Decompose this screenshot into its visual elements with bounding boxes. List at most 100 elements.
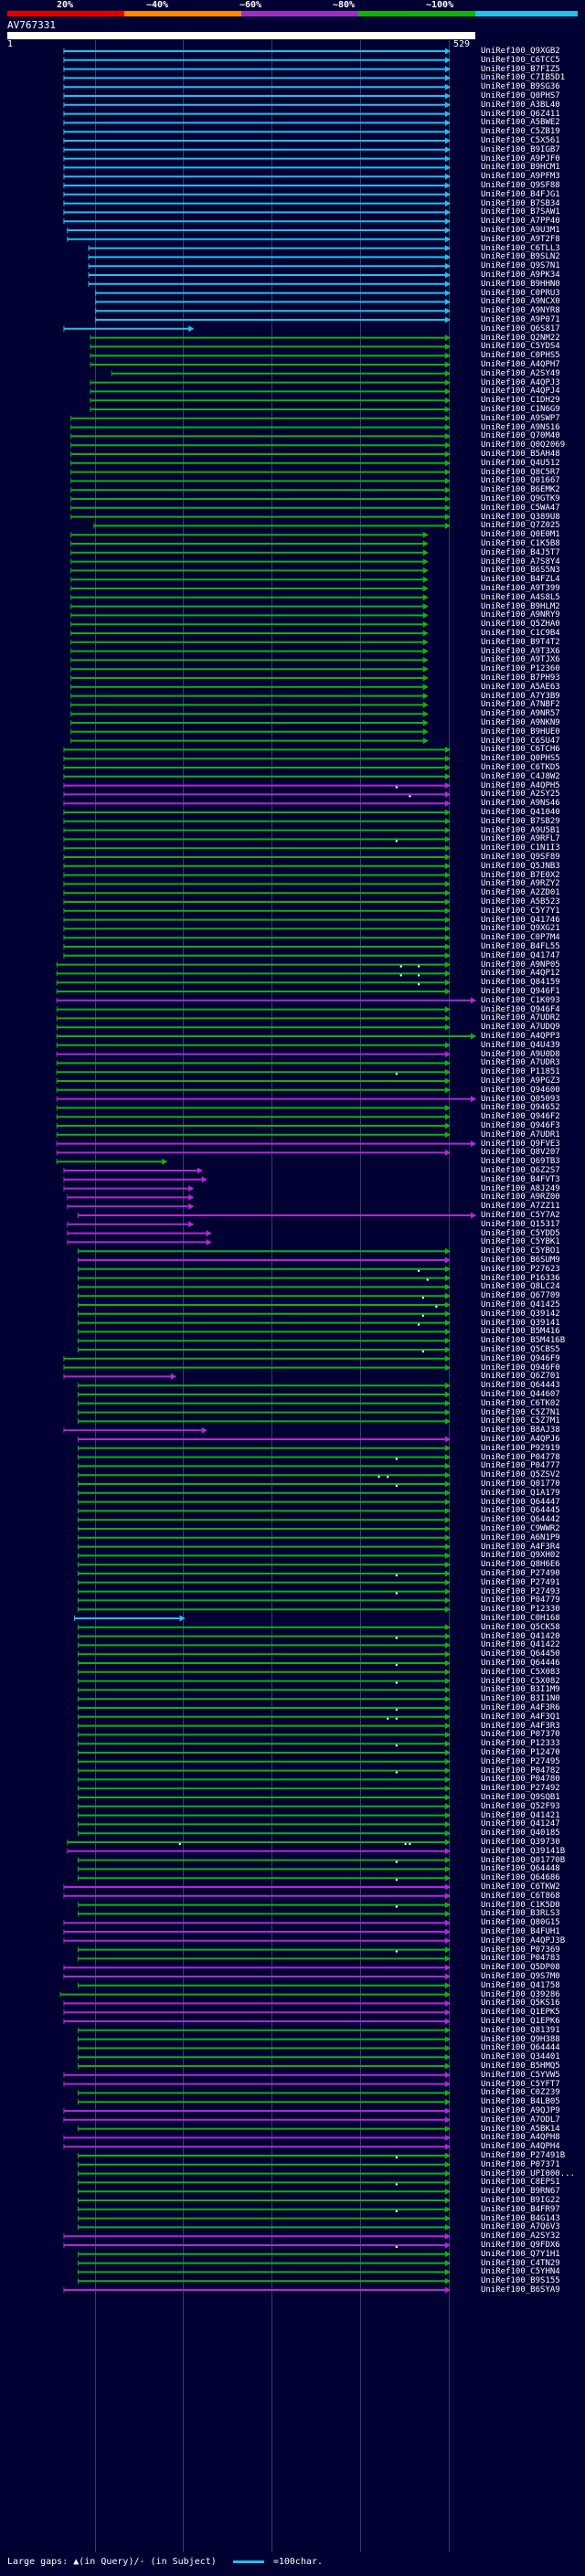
hit-label[interactable]: UniRef100_B9IGB7 [481,144,560,154]
hit-34[interactable] [90,352,451,359]
hit-label[interactable]: UniRef100_A5BK14 [481,2124,560,2134]
hit-62[interactable] [70,603,429,610]
hit-60[interactable] [70,585,429,592]
hit-20[interactable] [67,227,451,234]
hit-172[interactable] [77,1588,451,1595]
hit-23[interactable] [88,253,451,260]
hit-186[interactable] [77,1713,451,1721]
hit-115[interactable] [56,1077,451,1085]
hit-76[interactable] [70,728,429,736]
hit-label[interactable]: UniRef100_A9NS16 [481,422,560,432]
hit-221[interactable] [77,2027,451,2034]
hit-label[interactable]: UniRef100_C6T868 [481,1891,560,1901]
hit-label[interactable]: UniRef100_Q41420 [481,1631,560,1641]
hit-label[interactable]: UniRef100_Q05093 [481,1094,560,1104]
hit-label[interactable]: UniRef100_B5M416 [481,1327,560,1337]
hit-label[interactable]: UniRef100_B4FL55 [481,942,560,951]
hit-label[interactable]: UniRef100_Q9S7M0 [481,1972,560,1981]
hit-label[interactable]: UniRef100_A3BL40 [481,100,560,110]
hit-label[interactable]: UniRef100_C6TLL3 [481,243,560,253]
hit-33[interactable] [90,343,451,350]
hit-5[interactable] [63,92,451,100]
hit-label[interactable]: UniRef100_Q64448 [481,1864,560,1874]
hit-label[interactable]: UniRef100_Q01667 [481,476,560,486]
hit-label[interactable]: UniRef100_P12330 [481,1605,560,1615]
hit-156[interactable] [77,1445,451,1452]
hit-124[interactable] [56,1158,168,1165]
hit-46[interactable] [70,460,451,467]
hit-197[interactable] [77,1812,451,1819]
hit-53[interactable] [93,522,451,529]
hit-153[interactable] [77,1417,451,1425]
hit-label[interactable]: UniRef100_A9NRY9 [481,610,560,620]
hit-label[interactable]: UniRef100_A4QP12 [481,969,560,979]
hit-196[interactable] [77,1803,451,1810]
hit-175[interactable] [74,1615,186,1622]
hit-label[interactable]: UniRef100_B9T4T2 [481,637,560,647]
hit-label[interactable]: UniRef100_Q64444 [481,2043,560,2053]
hit-label[interactable]: UniRef100_C1K5D0 [481,1900,560,1910]
hit-label[interactable]: UniRef100_Q7Y1H1 [481,2249,560,2259]
hit-107[interactable] [56,1006,451,1013]
hit-label[interactable]: UniRef100_C1K5B8 [481,539,560,548]
hit-label[interactable]: UniRef100_P11851 [481,1067,560,1077]
hit-label[interactable]: UniRef100_B9HHN0 [481,279,560,289]
hit-88[interactable] [63,835,451,843]
hit-43[interactable] [70,432,451,440]
hit-202[interactable] [77,1857,451,1864]
hit-label[interactable]: UniRef100_A9PGZ3 [481,1076,560,1086]
hit-label[interactable]: UniRef100_B9RN67 [481,2187,560,2197]
hit-label[interactable]: UniRef100_Q67709 [481,1291,560,1301]
hit-108[interactable] [56,1014,451,1022]
hit-214[interactable] [63,1964,451,1971]
hit-208[interactable] [77,1910,451,1917]
hit-171[interactable] [77,1579,451,1586]
hit-label[interactable]: UniRef100_C5Y7A2 [481,1211,560,1220]
hit-label[interactable]: UniRef100_Q64445 [481,1506,560,1516]
hit-label[interactable]: UniRef100_Q41746 [481,915,560,925]
hit-label[interactable]: UniRef100_P12333 [481,1739,560,1749]
hit-193[interactable] [77,1776,451,1783]
hit-182[interactable] [77,1678,451,1685]
hit-189[interactable] [77,1740,451,1747]
hit-label[interactable]: UniRef100_Q9XGB2 [481,47,560,56]
hit-label[interactable]: UniRef100_A7ZZ11 [481,1202,560,1212]
hit-label[interactable]: UniRef100_Q5JNB3 [481,861,560,871]
hit-99[interactable] [63,934,451,941]
hit-55[interactable] [70,540,429,547]
hit-14[interactable] [63,173,451,180]
hit-label[interactable]: UniRef100_B4FUH1 [481,1927,560,1936]
hit-56[interactable] [70,549,429,557]
hit-label[interactable]: UniRef100_A2SY49 [481,368,560,378]
hit-247[interactable] [77,2260,451,2267]
hit-11[interactable] [63,146,451,154]
hit-label[interactable]: UniRef100_Q4U512 [481,458,560,468]
hit-28[interactable] [95,298,451,305]
hit-label[interactable]: UniRef100_B8AJ38 [481,1426,560,1436]
hit-label[interactable]: UniRef100_C4J8W2 [481,771,560,781]
hit-0[interactable] [63,48,451,55]
hit-159[interactable] [77,1471,451,1479]
hit-86[interactable] [63,818,451,825]
hit-231[interactable] [63,2116,451,2124]
hit-50[interactable] [70,495,451,503]
hit-label[interactable]: UniRef100_B4G143 [481,2213,560,2223]
hit-label[interactable]: UniRef100_A4F3R3 [481,1721,560,1731]
hit-223[interactable] [77,2044,451,2051]
hit-190[interactable] [77,1749,451,1756]
hit-label[interactable]: UniRef100_Q946F0 [481,1362,560,1373]
hit-141[interactable] [77,1310,451,1318]
hit-65[interactable] [70,630,429,637]
hit-101[interactable] [63,952,451,959]
hit-label[interactable]: UniRef100_A5BWE2 [481,118,560,128]
hit-146[interactable] [63,1355,451,1362]
hit-label[interactable]: UniRef100_B9SG36 [481,82,560,92]
hit-238[interactable] [77,2178,451,2186]
hit-label[interactable]: UniRef100_A4QPH4 [481,2142,560,2152]
hit-105[interactable] [56,988,451,995]
hit-label[interactable]: UniRef100_A4F3R4 [481,1542,560,1552]
hit-label[interactable]: UniRef100_P27495 [481,1756,560,1766]
hit-119[interactable] [56,1113,451,1120]
hit-label[interactable]: UniRef100_A7UDR2 [481,1013,560,1023]
hit-185[interactable] [77,1704,451,1712]
